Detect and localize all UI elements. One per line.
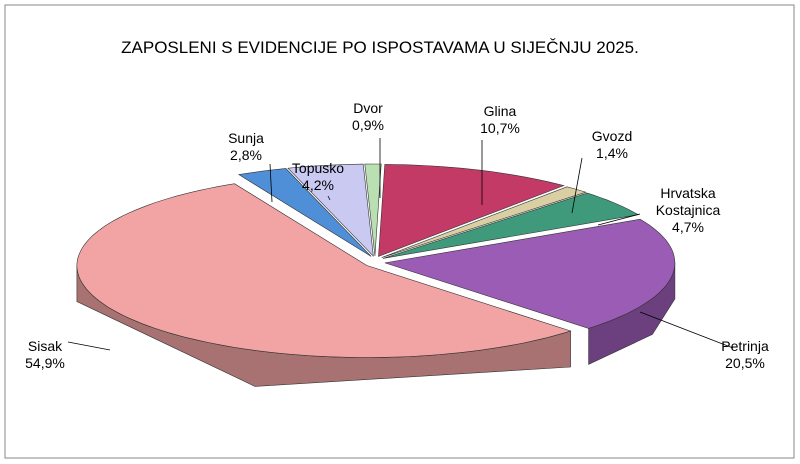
label-name: Hrvatska Kostajnica	[655, 185, 721, 218]
label-name: Glina	[483, 103, 517, 119]
leader-line	[639, 311, 734, 349]
label-name: Petrinja	[721, 338, 769, 354]
label-value: 20,5%	[725, 355, 765, 371]
slice	[287, 163, 374, 257]
data-label: Petrinja 20,5%	[721, 338, 768, 372]
data-label: Dvor 0,9%	[352, 100, 384, 134]
label-value: 4,2%	[302, 177, 334, 193]
label-name: Dvor	[353, 100, 383, 116]
data-label: Glina 10,7%	[480, 103, 520, 137]
data-label: Sisak 54,9%	[25, 338, 65, 372]
data-label: Gvozd 1,4%	[592, 128, 632, 162]
label-value: 10,7%	[480, 120, 520, 136]
leader-line	[571, 157, 583, 214]
label-value: 0,9%	[352, 117, 384, 133]
data-label: Sunja 2,8%	[228, 130, 264, 164]
leader-line	[327, 195, 331, 201]
label-name: Sunja	[228, 130, 264, 146]
data-label: Topusko 4,2%	[292, 160, 344, 194]
label-name: Gvozd	[591, 128, 633, 144]
label-name: Sisak	[27, 338, 63, 354]
slice	[378, 164, 565, 257]
label-value: 2,8%	[230, 147, 262, 163]
slice	[237, 168, 372, 257]
slice	[384, 218, 676, 329]
chart-title: ZAPOSLENI S EVIDENCIJE PO ISPOSTAVAMA U …	[121, 38, 639, 57]
slice	[76, 183, 572, 358]
data-label: Hrvatska Kostajnica 4,7%	[643, 185, 733, 236]
leader-line	[269, 163, 273, 203]
slice	[382, 192, 640, 259]
label-value: 54,9%	[25, 355, 65, 371]
slice	[364, 163, 382, 257]
label-value: 4,7%	[672, 219, 704, 235]
label-name: Topusko	[291, 160, 345, 176]
label-value: 1,4%	[596, 145, 628, 161]
leader-line	[67, 341, 111, 351]
leader-line	[597, 213, 641, 226]
